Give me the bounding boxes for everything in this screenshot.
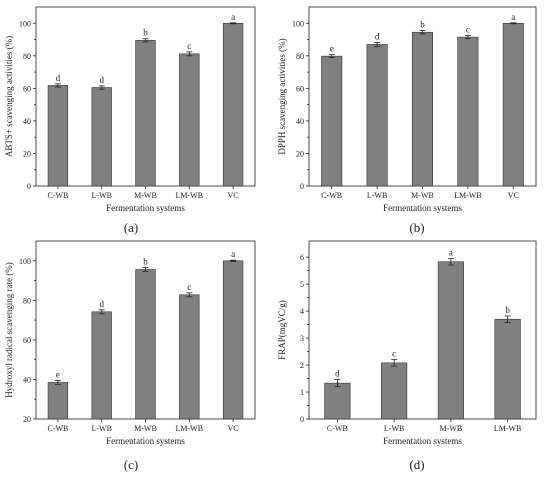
chart-1-panel: 0 20 40 60 80 100 e C-WB d L-WB b M-WB c LM-WB a VC Ferm… [277, 6, 537, 235]
chart-3-sig-letter-2: a [449, 248, 453, 258]
chart-1-panel-label: (b) [409, 220, 424, 235]
chart-3-category-label-2: M-WB [440, 424, 463, 433]
chart-3-ytick-label-0: 0 [300, 415, 304, 424]
chart-3-ytick-label-5: 5 [300, 280, 304, 289]
chart-2-ytick-label-3: 80 [23, 296, 31, 305]
chart-2-bar-1 [91, 311, 112, 420]
chart-0-sig-letter-2: b [143, 28, 148, 38]
chart-0-category-label-4: VC [228, 191, 239, 200]
chart-0-bar-4 [222, 22, 244, 187]
chart-0-ytick-label-4: 80 [23, 52, 31, 61]
chart-1-bar-1 [366, 44, 388, 187]
chart-1-bar-4 [502, 22, 524, 187]
chart-0-category-label-1: L-WB [91, 191, 111, 200]
chart-2-category-label-0: C-WB [47, 424, 68, 433]
chart-1-ytick-label-5: 100 [292, 19, 304, 28]
chart-0-ytick-label-5: 100 [19, 19, 31, 28]
chart-2-ytick-label-4: 100 [19, 257, 31, 266]
chart-1-ytick-label-4: 80 [296, 52, 304, 61]
chart-1-ytick-label-2: 40 [296, 117, 304, 126]
chart-3-sig-letter-0: d [335, 369, 340, 379]
chart-3-sig-letter-3: b [505, 305, 510, 315]
chart-2-bar-3 [179, 294, 200, 420]
chart-2-sig-letter-3: c [187, 282, 191, 292]
chart-1-sig-letter-2: b [420, 20, 425, 30]
chart-1-sig-letter-3: c [466, 24, 470, 34]
chart-0-bar-2 [135, 40, 156, 187]
chart-0-y-axis-title: ABTS+ scavenging activities (%) [4, 36, 14, 157]
chart-3-bar-2 [437, 261, 464, 420]
chart-2-bar-4 [222, 260, 244, 420]
chart-2-ytick-label-2: 60 [23, 336, 31, 345]
chart-3-panel: 0 1 2 3 4 5 6 d C-WB c L-WB a M-WB b LM-WB Fermentation… [277, 240, 537, 472]
chart-3-x-axis-title: Fermentation systems [383, 436, 462, 446]
chart-0-ytick-label-1: 20 [23, 149, 31, 158]
chart-2-sig-letter-1: d [99, 299, 104, 309]
chart-0-category-label-2: M-WB [134, 191, 157, 200]
chart-3-y-axis-title: FRAP(mgVC/g) [277, 300, 287, 360]
chart-0-ytick-label-3: 60 [23, 84, 31, 93]
chart-1-x-axis-title: Fermentation systems [383, 203, 462, 213]
chart-1-sig-letter-1: d [375, 31, 380, 41]
chart-3-ytick-label-3: 3 [300, 334, 304, 343]
chart-1-bar-3 [457, 36, 479, 187]
chart-1-y-axis-title: DPPH scavenging activities (%) [277, 38, 287, 154]
chart-2-ytick-label-1: 40 [23, 375, 31, 384]
chart-0-ytick-label-2: 40 [23, 117, 31, 126]
chart-3-category-label-0: C-WB [327, 424, 348, 433]
chart-1-ytick-label-3: 60 [296, 84, 304, 93]
chart-1-category-label-4: VC [508, 191, 519, 200]
chart-0-sig-letter-4: a [231, 12, 235, 22]
chart-1-ytick-label-1: 20 [296, 149, 304, 158]
chart-3-bar-0 [324, 382, 351, 420]
chart-1-category-label-0: C-WB [321, 191, 342, 200]
chart-0-sig-letter-3: c [187, 41, 191, 51]
chart-2-x-axis-title: Fermentation systems [106, 436, 185, 446]
chart-2-ytick-label-0: 20 [23, 415, 31, 424]
chart-1-sig-letter-0: e [330, 44, 334, 54]
chart-0-x-axis-title: Fermentation systems [106, 203, 185, 213]
chart-0-panel: 0 20 40 60 80 100 d C-WB d L-WB b M-WB c LM-WB a VC Ferm… [4, 6, 256, 235]
chart-2-bar-0 [47, 382, 69, 420]
chart-2-panel-label: (c) [124, 457, 138, 472]
chart-0-bar-1 [91, 87, 112, 187]
chart-3-bar-3 [494, 318, 521, 420]
chart-0-sig-letter-1: d [99, 75, 104, 85]
chart-1-category-label-2: M-WB [411, 191, 434, 200]
chart-2-y-axis-title: Hydroxyl radical scavenging rate (%) [4, 262, 14, 397]
chart-0-ytick-label-0: 0 [27, 182, 31, 191]
chart-1-category-label-3: LM-WB [454, 191, 482, 200]
chart-2-category-label-1: L-WB [91, 424, 111, 433]
chart-3-panel-label: (d) [409, 457, 424, 472]
chart-3-plot-frame [308, 240, 537, 420]
chart-3-ytick-label-1: 1 [300, 388, 304, 397]
chart-3-ytick-label-4: 4 [300, 307, 304, 316]
chart-1-category-label-1: L-WB [367, 191, 387, 200]
chart-0-panel-label: (a) [124, 220, 138, 235]
chart-0-bar-3 [179, 53, 200, 187]
chart-1-bar-0 [321, 55, 343, 187]
chart-2-category-label-4: VC [228, 424, 239, 433]
chart-0-bar-0 [47, 85, 69, 187]
chart-2-sig-letter-2: b [143, 257, 148, 267]
chart-2-category-label-2: M-WB [134, 424, 157, 433]
chart-2-sig-letter-0: e [56, 369, 60, 379]
chart-0-category-label-3: LM-WB [176, 191, 204, 200]
chart-2-category-label-3: LM-WB [176, 424, 204, 433]
chart-2-bar-2 [135, 269, 156, 420]
chart-3-sig-letter-1: c [392, 349, 396, 359]
chart-1-bar-2 [411, 31, 434, 187]
chart-2-panel: 20 40 60 80 100 e C-WB d L-WB b M-WB c LM-WB a VC Ferme… [4, 240, 256, 472]
chart-2-sig-letter-4: a [231, 249, 235, 259]
chart-0-sig-letter-0: d [56, 73, 61, 83]
chart-3-category-label-1: L-WB [384, 424, 404, 433]
chart-3-category-label-3: LM-WB [494, 424, 522, 433]
chart-0-category-label-0: C-WB [47, 191, 68, 200]
chart-1-ytick-label-0: 0 [300, 182, 304, 191]
chart-3-ytick-label-2: 2 [300, 361, 304, 370]
chart-3-ytick-label-6: 6 [300, 253, 304, 262]
chart-1-sig-letter-4: a [511, 12, 515, 22]
chart-3-bar-1 [381, 362, 408, 420]
